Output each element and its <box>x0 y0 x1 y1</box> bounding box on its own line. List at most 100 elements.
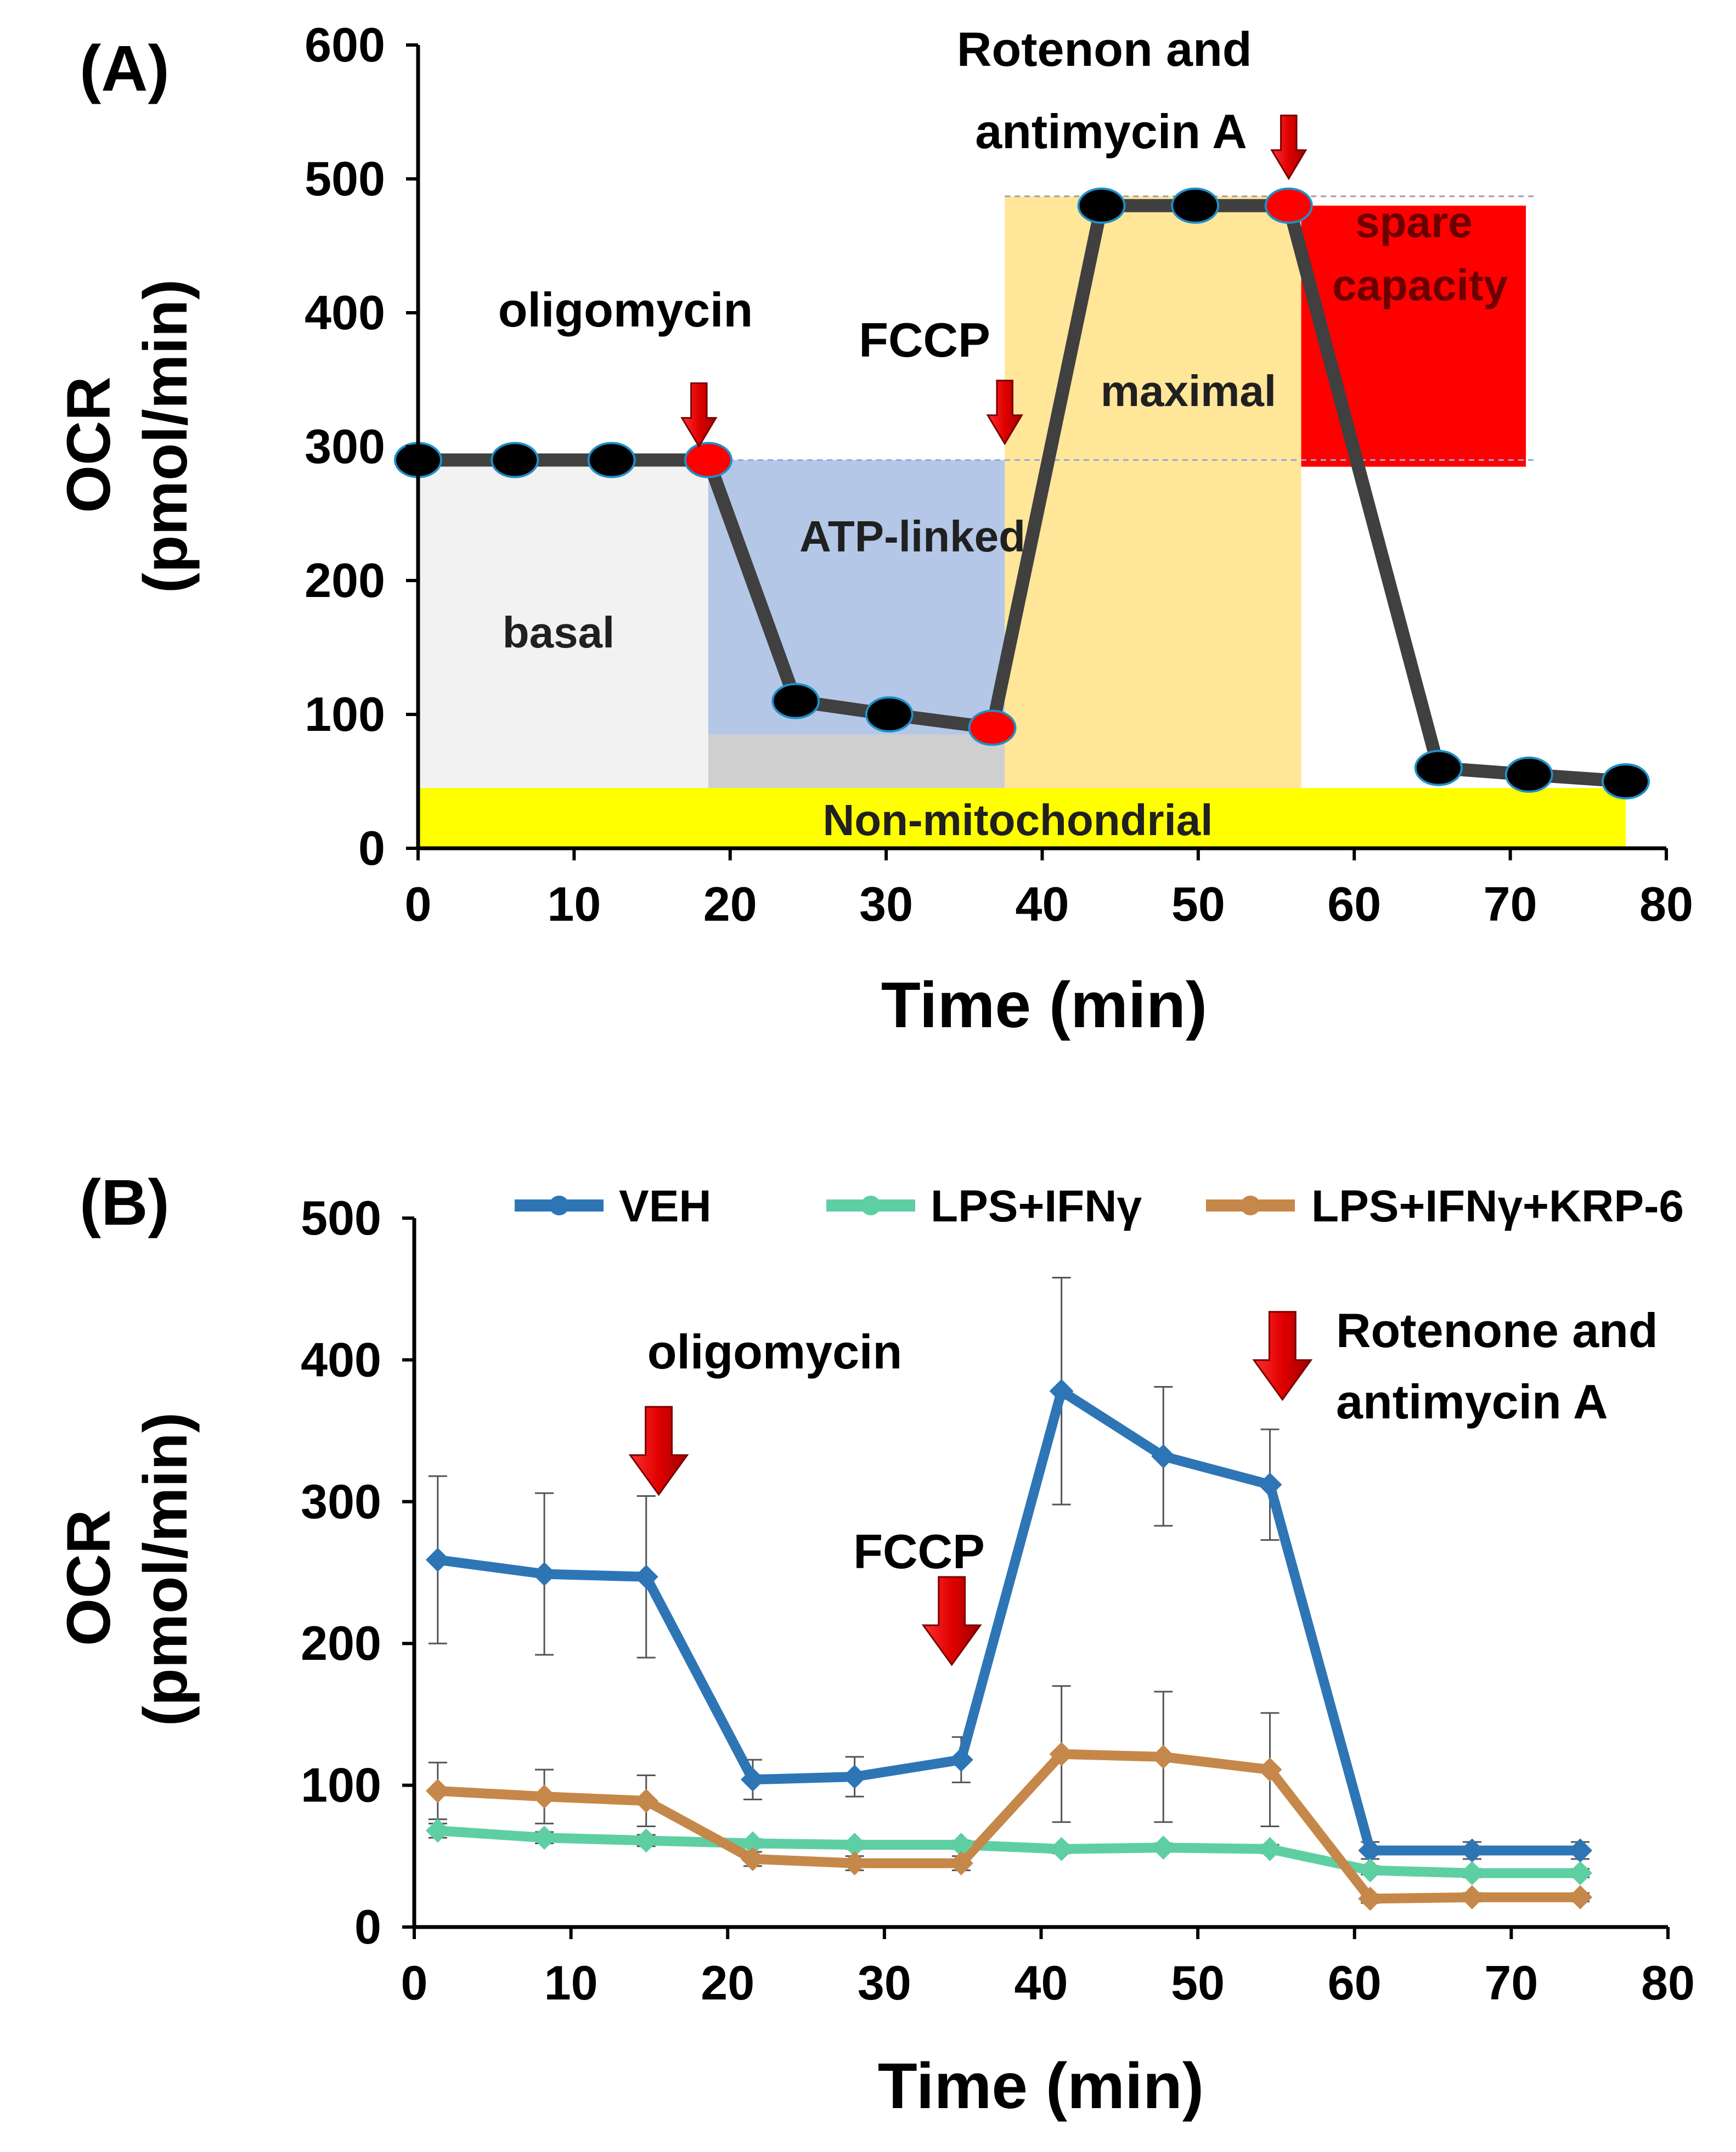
data-point-lps-ifn <box>842 1833 867 1857</box>
panel-a-arrow-0 <box>680 382 718 448</box>
panel-b-x-tick-label: 60 <box>1328 1956 1382 2010</box>
panel-a-y-axis-title-line-1: OCR <box>54 376 123 513</box>
panel-b-x-tick-label: 30 <box>858 1956 911 2010</box>
panel-a-y-axis-title-line-2: (pmol/min) <box>131 279 200 593</box>
panel-b-x-tick-label: 10 <box>544 1956 598 2010</box>
panel-a-y-tick-label: 300 <box>305 419 385 474</box>
panel-a-data-points <box>394 187 1650 799</box>
region-non-mitochondrial <box>418 788 1626 848</box>
data-point-veh <box>1151 1444 1176 1469</box>
data-point-lps-ifn-krp-6 <box>949 1851 973 1875</box>
panel-b-fccp-label: FCCP <box>853 1524 985 1579</box>
panel-b-ticks: 0 10 20 30 40 50 60 70 80 0 100 200 300 400 500 <box>301 1191 1695 2010</box>
panel-a-x-tick-label: 70 <box>1484 877 1537 931</box>
panel-a-x-tick-label: 10 <box>547 877 601 931</box>
data-point-lps-ifn <box>532 1826 557 1850</box>
panel-a-arrow-2 <box>1270 114 1307 181</box>
panel-b-legend: VEH LPS+IFNγ LPS+IFNγ+KRP-6 <box>515 1181 1684 1231</box>
legend-entry-veh: VEH <box>515 1181 712 1231</box>
data-point-veh <box>1358 1838 1383 1863</box>
panel-a-y-axis-title: OCR (pmol/min) <box>54 279 200 593</box>
series-line-lps-ifn <box>437 1826 1581 1878</box>
data-point <box>684 442 732 478</box>
panel-b-y-tick-label: 100 <box>301 1758 381 1812</box>
panel-b-x-tick-label: 50 <box>1171 1956 1225 2010</box>
legend-entry-lps-ifn-krp6: LPS+IFNγ+KRP-6 <box>1206 1181 1684 1231</box>
data-point-lps-ifn-krp-6 <box>740 1846 765 1871</box>
data-point <box>771 683 820 719</box>
region-spare-capacity <box>1301 205 1526 467</box>
legend-marker-lps-ifn <box>861 1196 881 1215</box>
region-label-basal: basal <box>503 608 615 657</box>
data-point <box>968 709 1017 746</box>
panel-b-x-tick-label: 20 <box>701 1956 754 2010</box>
panel-b-y-tick-label: 300 <box>301 1474 381 1529</box>
panel-b-chart: (B) VEH LPS+IFNγ LPS+IFNγ+KRP-6 <box>54 1167 1695 2122</box>
panel-b-x-tick-label: 0 <box>401 1956 428 2010</box>
data-point <box>1602 763 1650 799</box>
panel-b-oligomycin-label: oligomycin <box>647 1325 903 1379</box>
panel-a-x-tick-label: 40 <box>1016 877 1069 931</box>
legend-marker-veh <box>549 1196 569 1215</box>
panel-b-y-axis-title-line-1: OCR <box>54 1509 123 1646</box>
data-point-veh <box>1049 1379 1074 1404</box>
spare-capacity-line-1: spare <box>1355 198 1472 246</box>
spare-capacity-line-2: capacity <box>1332 261 1508 309</box>
data-point-lps-ifn <box>1459 1861 1484 1885</box>
panel-b-x-axis-title: Time (min) <box>878 2050 1204 2122</box>
panel-a-arrow-1 <box>986 380 1023 446</box>
data-point-lps-ifn-krp-6 <box>1459 1885 1484 1909</box>
data-point-lps-ifn-krp-6 <box>842 1851 867 1875</box>
panel-a-rotenon-line-1: Rotenon and <box>957 22 1252 76</box>
series-line-lps-ifn-krp-6 <box>437 1749 1581 1904</box>
panel-a-y-tick-label: 0 <box>358 821 385 875</box>
panel-b-arrows <box>628 1311 1313 1666</box>
panel-b-rotenone-line-2: antimycin A <box>1336 1374 1608 1429</box>
data-point-lps-ifn <box>1568 1861 1593 1885</box>
region-label-maximal: maximal <box>1101 367 1276 415</box>
region-label-spare-capacity: spare capacity <box>1332 198 1508 309</box>
panel-a-x-axis-title: Time (min) <box>881 969 1207 1041</box>
data-point-veh <box>842 1765 867 1789</box>
data-point <box>491 442 539 478</box>
data-point-veh <box>1459 1838 1484 1863</box>
data-point-lps-ifn <box>949 1833 973 1857</box>
panel-b-rotenone-line-1: Rotenone and <box>1336 1303 1658 1357</box>
data-point-lps-ifn <box>425 1818 450 1843</box>
data-point-veh <box>532 1562 557 1586</box>
data-point-veh <box>740 1767 765 1792</box>
panel-b-arrow-1 <box>921 1576 982 1666</box>
data-point-lps-ifn-krp-6 <box>1568 1885 1593 1909</box>
panel-a-y-tick-label: 400 <box>305 285 385 340</box>
data-point-veh <box>949 1748 973 1772</box>
panel-b-x-tick-label: 70 <box>1484 1956 1538 2010</box>
data-point-veh <box>1568 1838 1593 1863</box>
data-point-lps-ifn <box>1049 1836 1074 1861</box>
data-point-lps-ifn-krp-6 <box>425 1778 450 1803</box>
region-label-non-mitochondrial: Non-mitochondrial <box>822 796 1213 844</box>
panel-a-x-tick-label: 60 <box>1327 877 1381 931</box>
panel-b-series-lines <box>437 1386 1581 1904</box>
panel-b-arrow-0 <box>628 1406 689 1496</box>
panel-a-arrows <box>680 114 1307 448</box>
panel-a-regions <box>418 196 1626 848</box>
data-point <box>1171 187 1220 224</box>
legend-label-lps-ifn: LPS+IFNγ <box>931 1181 1142 1231</box>
region-basal <box>418 460 708 788</box>
panel-a-y-tick-label: 600 <box>305 18 385 72</box>
panel-b-y-tick-label: 200 <box>301 1616 381 1670</box>
panel-a-label: (A) <box>80 32 170 105</box>
panel-a-chart: (A) 0 10 20 30 40 50 60 70 80 0 100 200 300 400 500 600… <box>54 18 1693 1041</box>
data-point-lps-ifn-krp-6 <box>532 1784 557 1809</box>
panel-b-y-axis-title: OCR (pmol/min) <box>54 1412 200 1726</box>
legend-marker-lps-ifn-krp6 <box>1241 1196 1260 1215</box>
data-point <box>587 442 636 478</box>
data-point-lps-ifn <box>1151 1835 1176 1860</box>
data-point <box>1264 187 1313 224</box>
data-point-lps-ifn-krp-6 <box>1258 1757 1282 1782</box>
legend-entry-lps-ifn: LPS+IFNγ <box>826 1181 1142 1231</box>
data-point-lps-ifn <box>1258 1836 1282 1861</box>
panel-b-y-tick-label: 0 <box>354 1900 381 1954</box>
region-maximal <box>1005 196 1301 788</box>
